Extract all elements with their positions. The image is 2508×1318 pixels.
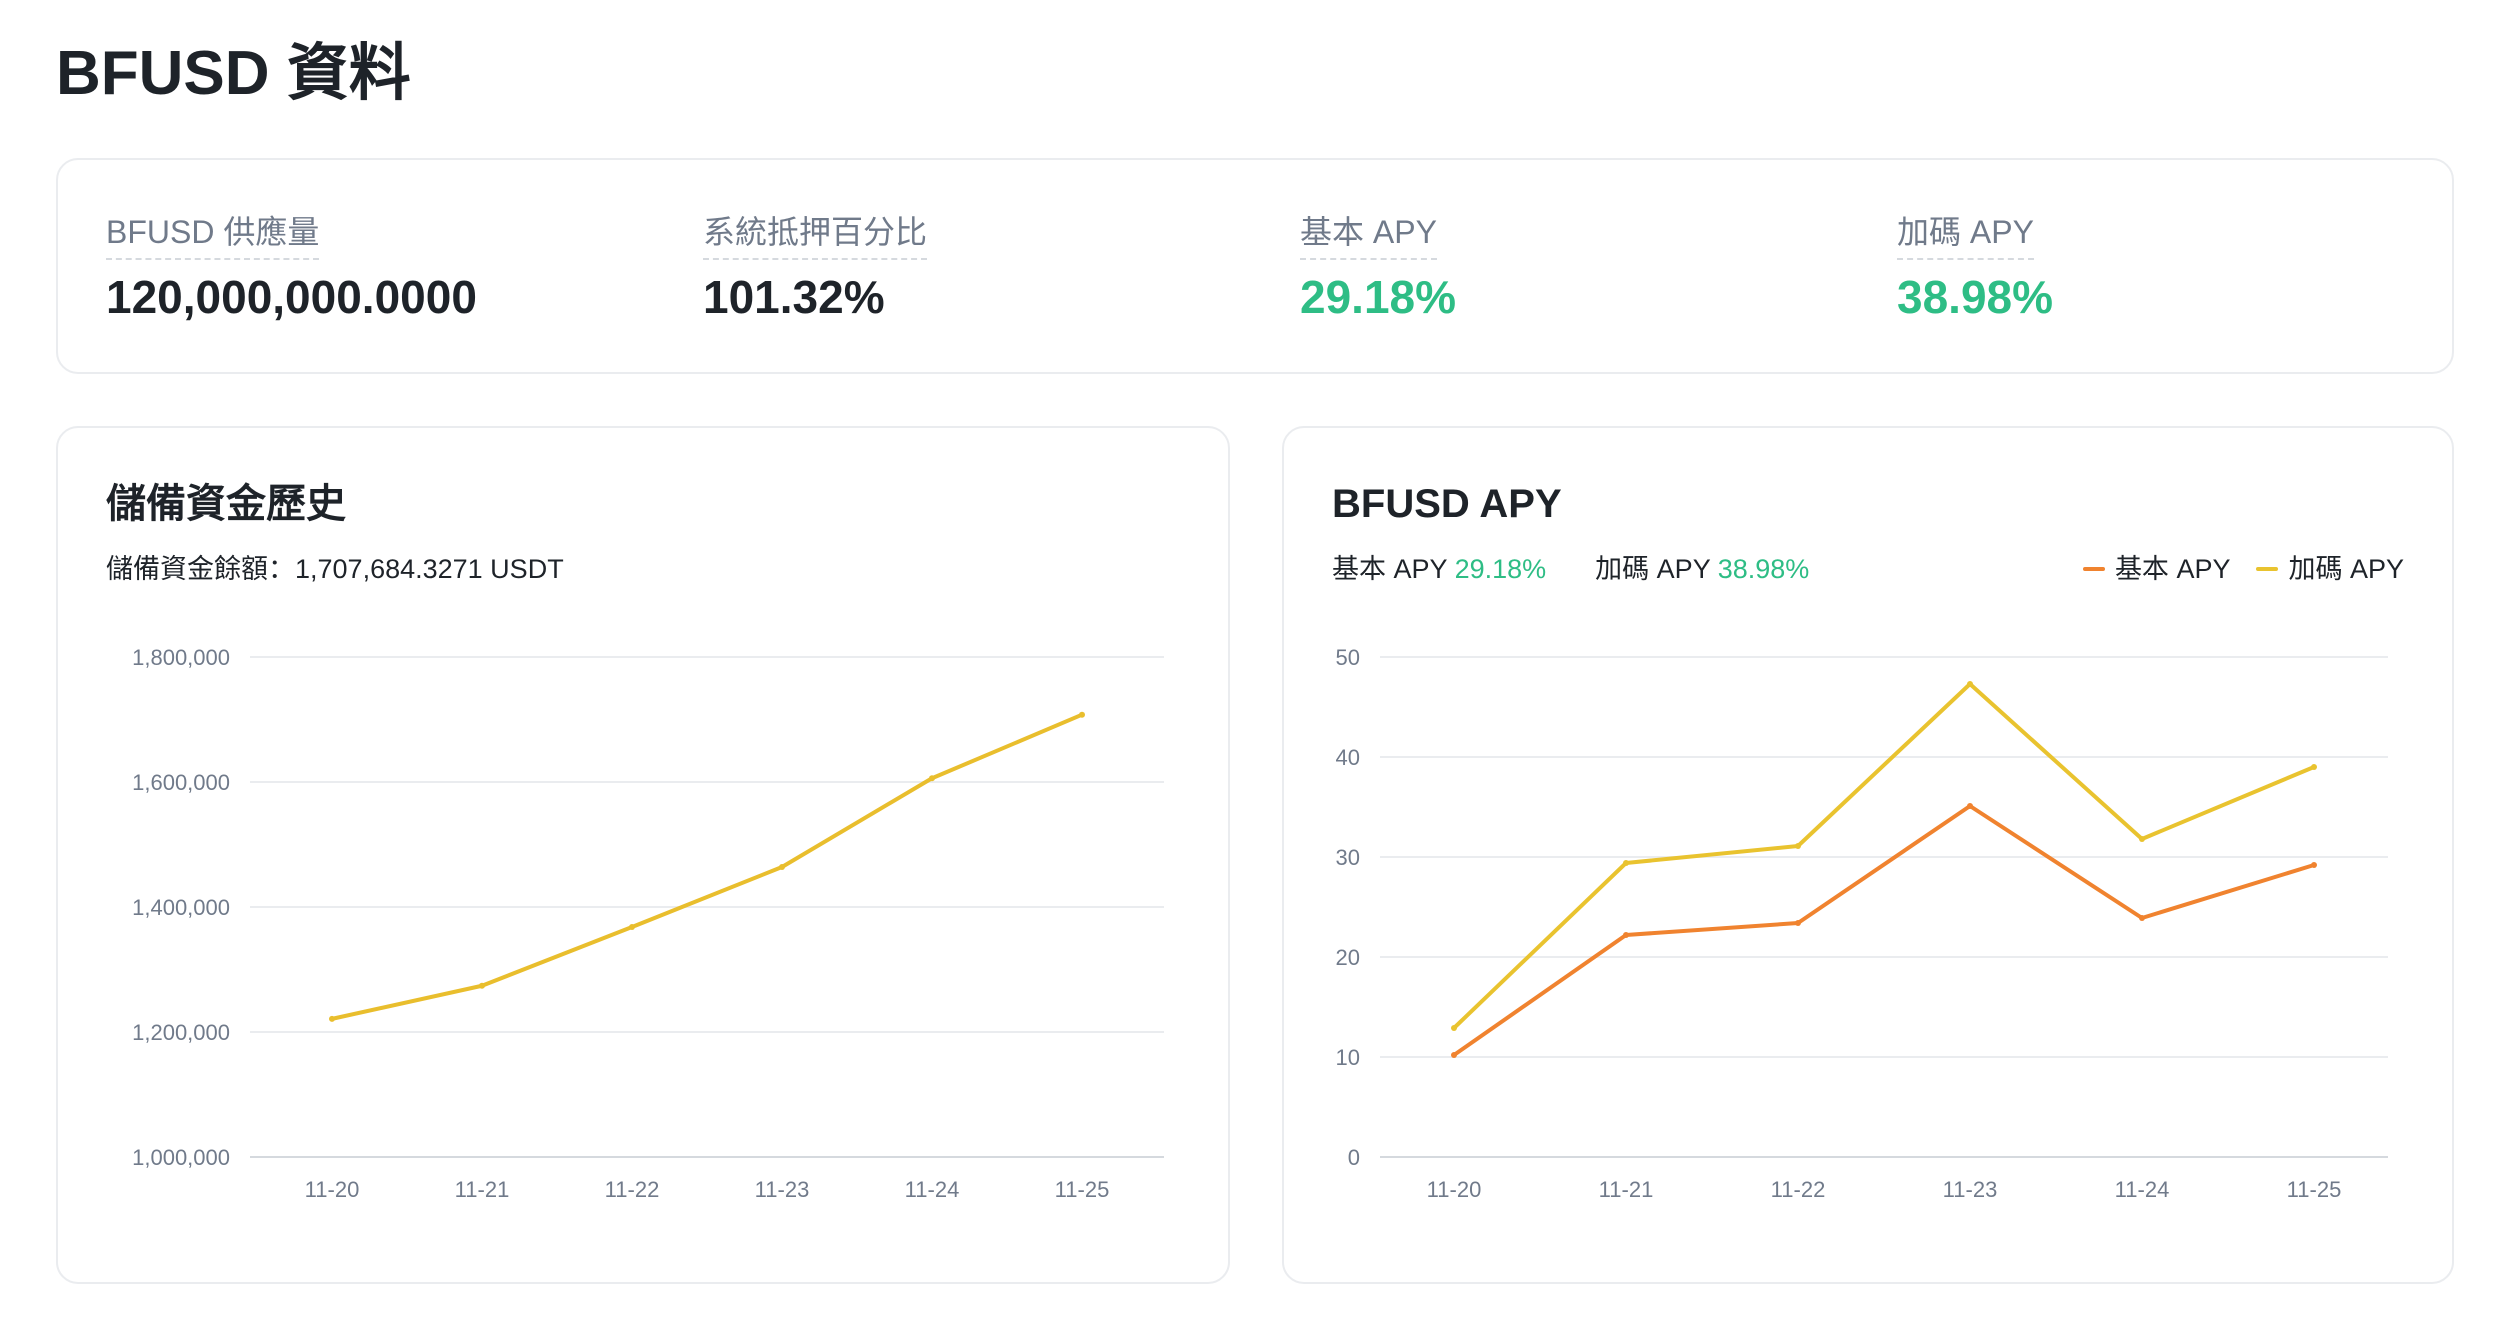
series-line-2 [1452,682,2316,1030]
reserve-balance-value: 1,707,684.3271 USDT [295,554,564,584]
legend-swatch-base [2082,567,2105,571]
stat-value: 29.18% [1300,271,1457,323]
y-tick-label: 1,000,000 [132,1145,230,1170]
stat-supply: BFUSD 供應量 120,000,000.0000 [106,212,477,326]
y-tick-label: 1,400,000 [132,895,230,920]
x-tick-label: 11-24 [905,1177,960,1202]
stat-base-apy: 基本 APY 29.18% [1300,212,1456,326]
page-title: BFUSD 資料 [56,39,411,108]
y-tick-label: 10 [1336,1045,1360,1070]
x-tick-label: 11-24 [2115,1177,2170,1202]
stat-value: 38.98% [1897,271,2054,323]
y-tick-label: 50 [1336,645,1360,670]
apy-legend: 基本 APY 加碼 APY [2082,552,2404,586]
stat-value: 120,000,000.0000 [106,271,477,323]
data-point [929,775,935,782]
legend-item-base[interactable]: 基本 APY [2082,552,2231,586]
legend-swatch-boost [2256,567,2279,571]
data-point [479,982,485,989]
y-tick-label: 40 [1336,745,1360,770]
base-apy-value: 29.18% [1454,554,1547,584]
data-point [1079,711,1085,718]
x-tick-label: 11-23 [1943,1177,1998,1202]
x-tick-label: 11-22 [1771,1177,1826,1202]
x-tick-label: 11-21 [455,1177,510,1202]
stat-value: 101.32% [703,271,885,323]
data-point [2311,764,2317,770]
x-tick-label: 11-25 [2287,1177,2342,1202]
x-tick-label: 11-23 [755,1177,810,1202]
stat-collateral: 系統抵押百分比 101.32% [703,212,928,326]
data-point [1623,860,1629,866]
reserve-balance: 儲備資金餘額：1,707,684.3271 USDT [106,552,564,586]
data-point [1967,681,1973,687]
data-point [1967,803,1973,809]
data-point [779,864,785,870]
stats-card: BFUSD 供應量 120,000,000.0000 系統抵押百分比 101.3… [56,158,2454,374]
data-point [1623,932,1629,938]
y-tick-label: 30 [1336,845,1360,870]
series-line-1 [330,712,1084,1021]
y-tick-label: 0 [1348,1145,1360,1170]
series-line-1 [1452,804,2316,1057]
stat-label[interactable]: 基本 APY [1300,212,1437,260]
stat-label[interactable]: BFUSD 供應量 [106,212,320,260]
boost-apy-value: 38.98% [1717,554,1810,584]
legend-item-boost[interactable]: 加碼 APY [2256,552,2404,586]
apy-summary: 基本 APY 29.18% 加碼 APY 38.98% [1332,552,1809,586]
base-apy-label: 基本 APY [1332,554,1448,584]
data-point [629,924,635,930]
y-tick-label: 1,600,000 [132,770,230,795]
stat-boost-apy: 加碼 APY 38.98% [1897,212,2053,326]
x-tick-label: 11-20 [1427,1177,1482,1202]
legend-label-boost: 加碼 APY [2288,554,2404,584]
data-point [1795,920,1801,926]
x-tick-label: 11-22 [605,1177,660,1202]
y-tick-label: 1,800,000 [132,645,230,670]
data-point [2139,915,2145,921]
reserve-balance-label: 儲備資金餘額： [106,554,295,584]
legend-label-base: 基本 APY [2114,554,2231,584]
data-point [2139,836,2145,842]
reserve-chart-title: 儲備資金歷史 [106,482,346,526]
y-tick-label: 1,200,000 [132,1020,230,1045]
data-point [1451,1052,1457,1058]
boost-apy-label: 加碼 APY [1595,554,1711,584]
reserve-history-card: 儲備資金歷史 儲備資金餘額：1,707,684.3271 USDT 1,000,… [56,426,1230,1284]
reserve-line-chart[interactable]: 1,000,000 1,200,000 1,400,000 1,600,000 1,80… [58,428,1228,1282]
stat-label[interactable]: 系統抵押百分比 [703,212,928,260]
apy-chart-title: BFUSD APY [1332,482,1562,526]
data-point [2311,862,2317,868]
data-point [329,1015,335,1022]
x-tick-label: 11-20 [305,1177,360,1202]
x-tick-label: 11-25 [1055,1177,1110,1202]
stat-label[interactable]: 加碼 APY [1897,212,2034,260]
x-tick-label: 11-21 [1599,1177,1654,1202]
apy-card: BFUSD APY 基本 APY 29.18% 加碼 APY 38.98% 基本… [1282,426,2454,1284]
data-point [1451,1025,1457,1031]
y-tick-label: 20 [1336,945,1360,970]
apy-line-chart[interactable]: 0 10 20 30 40 50 11-20 11-21 11-22 11-23 11-24 11-2… [1284,428,2452,1282]
data-point [1795,843,1801,849]
